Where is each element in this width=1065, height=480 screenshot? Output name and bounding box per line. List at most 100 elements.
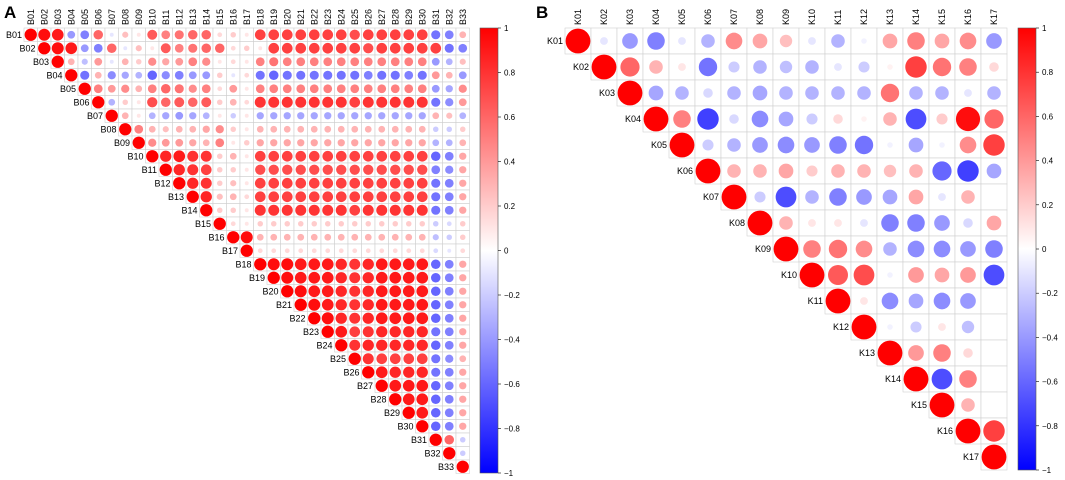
- corr-circle: [337, 139, 345, 147]
- corr-circle: [403, 164, 414, 175]
- corr-circle: [403, 150, 415, 162]
- corr-circle: [269, 84, 279, 94]
- corr-circle: [934, 33, 950, 49]
- corr-circle: [963, 348, 973, 358]
- corr-circle: [459, 260, 467, 268]
- corr-circle: [444, 178, 454, 188]
- corr-circle: [753, 164, 767, 178]
- corr-circle: [460, 234, 466, 240]
- corr-circle: [860, 219, 868, 227]
- corr-circle: [294, 285, 307, 298]
- corr-circle: [147, 97, 158, 108]
- corr-circle: [67, 30, 76, 39]
- corr-circle: [446, 221, 452, 227]
- corr-circle: [213, 217, 226, 230]
- corr-circle: [375, 285, 388, 298]
- corr-circle: [148, 138, 157, 147]
- corr-circle: [270, 233, 278, 241]
- corr-circle: [983, 264, 1005, 286]
- corr-circle: [389, 312, 402, 325]
- corr-circle: [336, 84, 346, 94]
- corr-circle: [390, 84, 400, 94]
- corr-circle: [296, 57, 306, 67]
- corr-circle: [459, 152, 467, 160]
- corr-circle: [459, 206, 467, 214]
- corr-circle: [324, 112, 332, 120]
- corr-circle: [162, 58, 170, 66]
- corr-circle: [678, 37, 686, 45]
- corr-circle: [959, 370, 977, 388]
- row-label: K09: [755, 244, 771, 254]
- corr-circle: [173, 164, 185, 176]
- column-label: B01: [26, 9, 36, 25]
- corr-circle: [459, 58, 466, 65]
- corr-circle: [403, 96, 415, 108]
- corr-circle: [752, 33, 768, 49]
- corr-circle: [254, 29, 266, 41]
- corr-circle: [983, 134, 1005, 156]
- row-label: B08: [100, 124, 116, 134]
- corr-circle: [254, 150, 266, 162]
- row-label: K11: [808, 296, 823, 306]
- corr-circle: [931, 368, 953, 390]
- corr-circle: [376, 353, 388, 365]
- corr-circle: [161, 71, 170, 80]
- row-label: K07: [703, 192, 719, 202]
- corr-circle: [24, 28, 37, 41]
- corr-circle: [389, 258, 402, 271]
- corr-circle: [271, 248, 277, 254]
- corr-circle: [147, 84, 157, 94]
- corr-circle: [617, 80, 643, 106]
- corr-circle: [160, 83, 171, 94]
- corr-circle: [363, 43, 374, 54]
- row-label: B31: [411, 435, 427, 445]
- corr-circle: [459, 179, 467, 187]
- column-label: B09: [134, 9, 144, 25]
- corr-circle: [92, 96, 105, 109]
- corr-circle: [416, 393, 429, 406]
- corr-circle: [362, 339, 374, 351]
- corr-circle: [93, 84, 103, 94]
- corr-circle: [364, 139, 372, 147]
- corr-circle: [308, 177, 320, 189]
- corr-circle: [322, 191, 334, 203]
- corr-circle: [935, 86, 949, 100]
- corr-circle: [271, 221, 277, 227]
- colorbar-tick-label: 0.2: [1042, 201, 1054, 210]
- corr-circle: [416, 96, 428, 108]
- corr-circle: [296, 70, 306, 80]
- corr-circle: [310, 112, 318, 120]
- corr-circle: [363, 164, 374, 175]
- column-label: B16: [228, 9, 238, 25]
- corr-circle: [955, 418, 981, 444]
- corr-circle: [882, 33, 898, 49]
- corr-circle: [257, 221, 263, 227]
- corr-circle: [929, 392, 955, 418]
- corr-circle: [311, 248, 317, 254]
- corr-circle: [122, 31, 129, 38]
- corr-circle: [908, 189, 924, 205]
- column-label: B24: [336, 9, 346, 25]
- corr-circle: [217, 86, 223, 92]
- corr-circle: [321, 312, 334, 325]
- corr-circle: [432, 112, 440, 120]
- corr-circle: [459, 382, 467, 390]
- colorbar-tick-label: −1: [504, 469, 514, 478]
- corr-circle: [189, 112, 197, 120]
- corr-circle: [244, 194, 250, 200]
- corr-circle: [136, 59, 142, 65]
- corr-circle: [362, 29, 374, 41]
- corr-circle: [444, 273, 454, 283]
- corr-circle: [725, 32, 743, 50]
- corr-circle: [883, 164, 897, 178]
- corr-circle: [324, 233, 332, 241]
- corr-circle: [459, 31, 467, 39]
- colorbar-tick-label: 0: [504, 247, 509, 256]
- row-label: B12: [154, 178, 170, 188]
- corr-circle: [362, 299, 374, 311]
- corr-circle: [297, 112, 305, 120]
- corr-circle: [161, 30, 171, 40]
- corr-circle: [459, 409, 467, 417]
- corr-circle: [957, 160, 979, 182]
